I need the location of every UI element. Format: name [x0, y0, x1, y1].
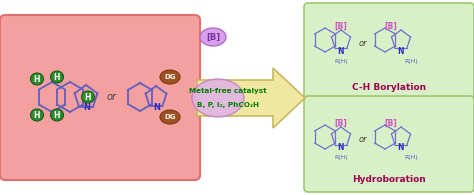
- Text: Hydroboration: Hydroboration: [352, 176, 426, 184]
- Ellipse shape: [51, 109, 64, 121]
- Text: B, P, I₂, PhCO₂H: B, P, I₂, PhCO₂H: [197, 102, 259, 108]
- Text: [B]: [B]: [335, 21, 347, 30]
- Text: N: N: [398, 144, 404, 152]
- Text: H: H: [54, 111, 60, 120]
- Ellipse shape: [30, 73, 44, 85]
- Text: R(H): R(H): [334, 155, 348, 160]
- Text: or: or: [107, 92, 117, 102]
- Text: DG: DG: [164, 114, 176, 120]
- Text: H: H: [85, 92, 91, 102]
- Text: H: H: [54, 73, 60, 82]
- Text: R(H): R(H): [334, 58, 348, 64]
- Text: Metal-free catalyst: Metal-free catalyst: [189, 88, 267, 94]
- Ellipse shape: [30, 109, 44, 121]
- Text: [B]: [B]: [384, 119, 397, 128]
- Ellipse shape: [82, 91, 94, 103]
- FancyBboxPatch shape: [0, 15, 200, 180]
- Ellipse shape: [160, 70, 180, 84]
- Text: N: N: [398, 46, 404, 56]
- Text: R(H): R(H): [404, 155, 418, 160]
- Text: N: N: [154, 103, 161, 112]
- FancyBboxPatch shape: [304, 96, 474, 192]
- Ellipse shape: [51, 71, 64, 83]
- Ellipse shape: [200, 28, 226, 46]
- Text: [B]: [B]: [384, 21, 397, 30]
- Text: H: H: [34, 111, 40, 120]
- Text: N: N: [338, 46, 344, 56]
- Text: [B]: [B]: [206, 33, 220, 42]
- Text: or: or: [359, 136, 367, 144]
- Text: or: or: [359, 38, 367, 48]
- Ellipse shape: [160, 110, 180, 124]
- FancyBboxPatch shape: [304, 3, 474, 99]
- Text: DG: DG: [164, 74, 176, 80]
- Text: N: N: [338, 144, 344, 152]
- Text: H: H: [34, 74, 40, 83]
- Text: [B]: [B]: [335, 119, 347, 128]
- Polygon shape: [197, 68, 305, 128]
- Text: N: N: [83, 103, 91, 112]
- Text: R(H): R(H): [404, 58, 418, 64]
- Ellipse shape: [192, 79, 244, 117]
- Text: C-H Borylation: C-H Borylation: [352, 83, 426, 92]
